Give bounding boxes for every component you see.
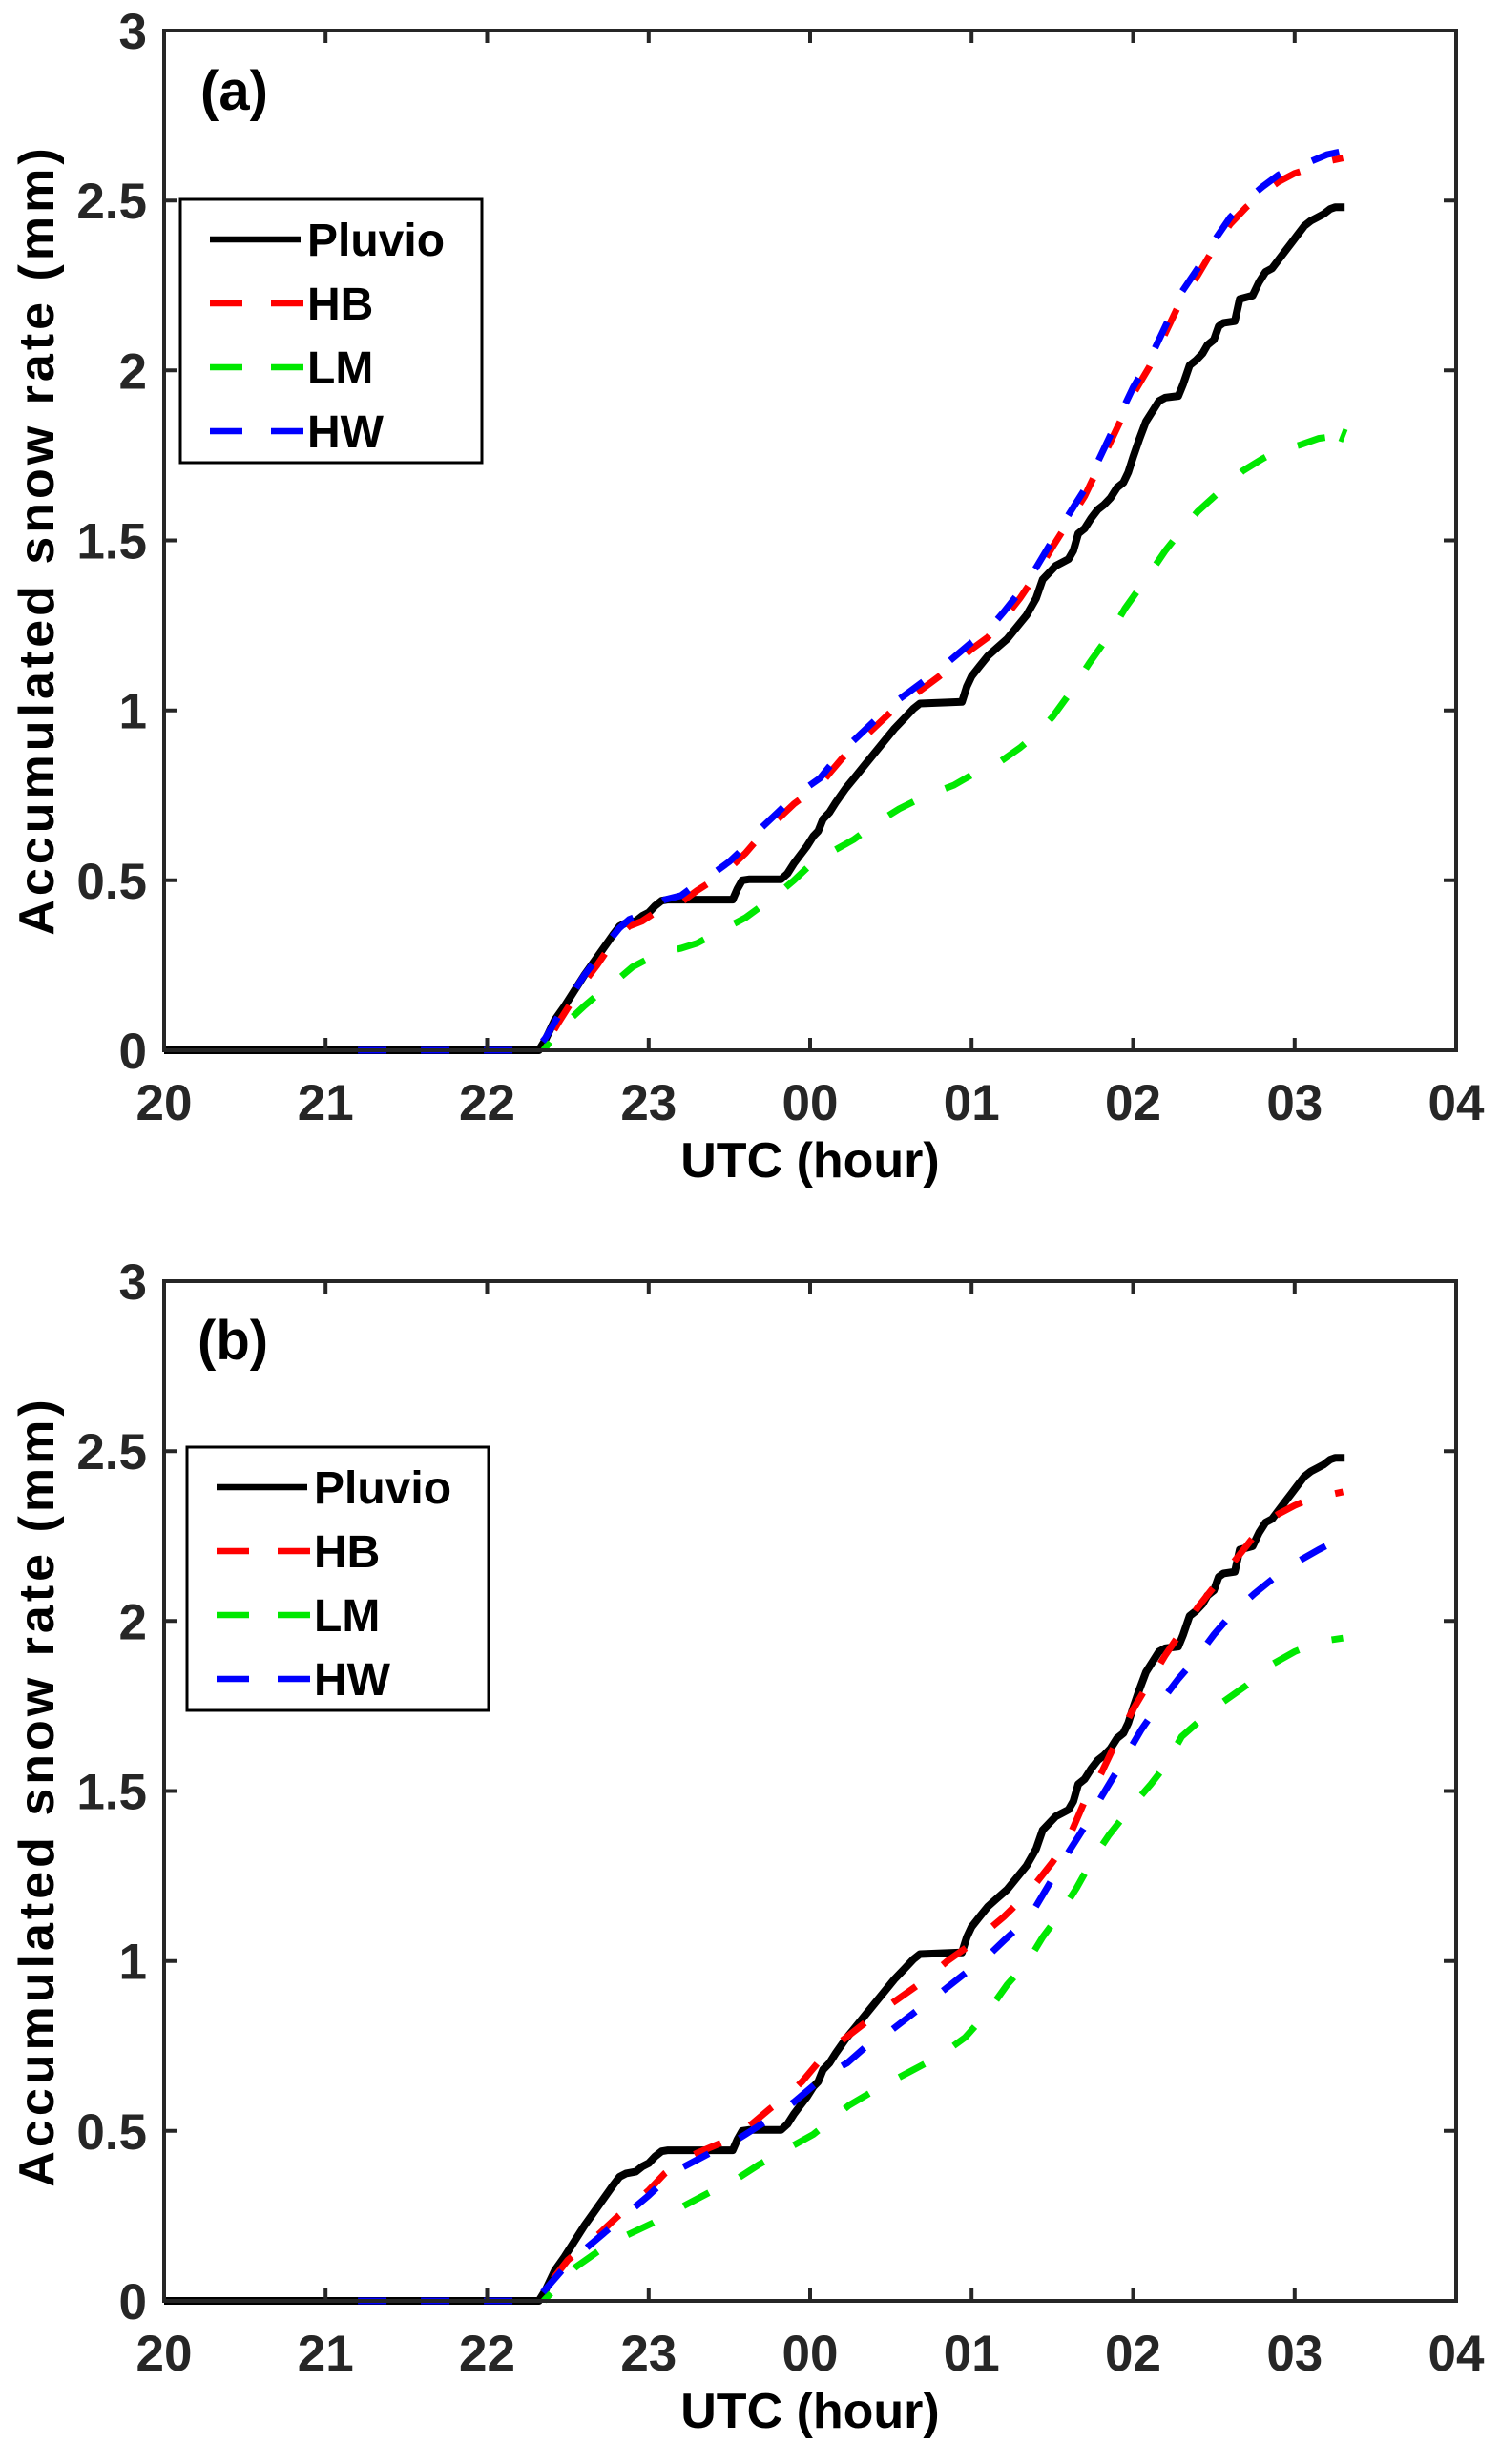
svg-text:1.5: 1.5 <box>76 1765 147 1821</box>
svg-text:0: 0 <box>119 1024 147 1080</box>
svg-text:HB: HB <box>307 280 373 330</box>
svg-text:23: 23 <box>620 2326 677 2382</box>
svg-text:Accumulated snow rate (mm): Accumulated snow rate (mm) <box>10 1396 65 2186</box>
svg-text:HW: HW <box>314 1655 391 1706</box>
svg-text:03: 03 <box>1266 2326 1323 2382</box>
svg-text:02: 02 <box>1105 2326 1161 2382</box>
svg-text:04: 04 <box>1428 2326 1485 2382</box>
svg-text:21: 21 <box>298 2326 354 2382</box>
svg-text:(b): (b) <box>198 1310 268 1372</box>
svg-text:01: 01 <box>944 1075 1000 1131</box>
svg-text:Accumulated snow rate (mm): Accumulated snow rate (mm) <box>10 144 65 935</box>
svg-text:2: 2 <box>119 1594 147 1650</box>
svg-text:02: 02 <box>1105 1075 1161 1131</box>
svg-text:1: 1 <box>119 684 147 740</box>
svg-text:3: 3 <box>119 4 147 60</box>
svg-text:UTC (hour): UTC (hour) <box>680 2384 939 2439</box>
svg-text:2.5: 2.5 <box>76 1424 147 1480</box>
svg-text:21: 21 <box>298 1075 354 1131</box>
svg-text:23: 23 <box>620 1075 677 1131</box>
svg-text:00: 00 <box>782 2326 839 2382</box>
svg-text:Pluvio: Pluvio <box>307 216 445 266</box>
svg-text:LM: LM <box>314 1591 380 1642</box>
svg-text:(a): (a) <box>200 60 268 122</box>
svg-text:LM: LM <box>307 343 373 394</box>
svg-text:22: 22 <box>459 2326 515 2382</box>
svg-text:04: 04 <box>1428 1075 1485 1131</box>
svg-text:0.5: 0.5 <box>76 2104 147 2161</box>
svg-text:20: 20 <box>136 2326 193 2382</box>
svg-text:03: 03 <box>1266 1075 1323 1131</box>
svg-text:HW: HW <box>307 407 385 458</box>
svg-text:1.5: 1.5 <box>76 514 147 570</box>
svg-text:0: 0 <box>119 2274 147 2330</box>
svg-text:1: 1 <box>119 1935 147 1991</box>
svg-text:UTC (hour): UTC (hour) <box>680 1133 939 1189</box>
svg-text:Pluvio: Pluvio <box>314 1463 451 1514</box>
svg-text:0.5: 0.5 <box>76 854 147 910</box>
svg-text:01: 01 <box>944 2326 1000 2382</box>
svg-text:00: 00 <box>782 1075 839 1131</box>
svg-text:20: 20 <box>136 1075 193 1131</box>
svg-text:3: 3 <box>119 1254 147 1311</box>
svg-text:2: 2 <box>119 343 147 400</box>
svg-text:2.5: 2.5 <box>76 174 147 230</box>
svg-text:HB: HB <box>314 1527 380 1578</box>
svg-text:22: 22 <box>459 1075 515 1131</box>
